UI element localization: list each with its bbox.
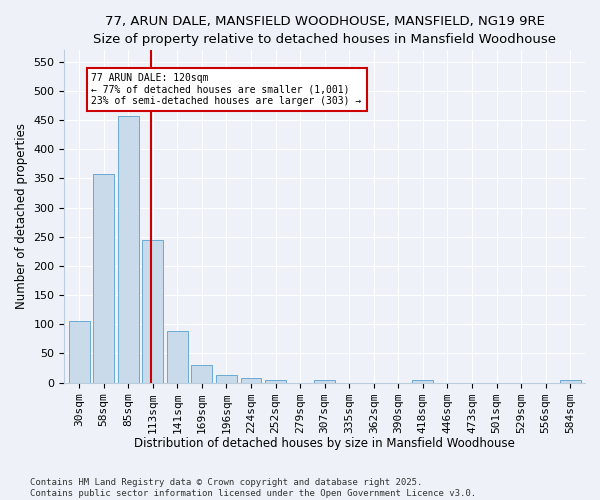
Bar [93, 174, 114, 382]
Y-axis label: Number of detached properties: Number of detached properties [15, 124, 28, 310]
Text: Contains HM Land Registry data © Crown copyright and database right 2025.
Contai: Contains HM Land Registry data © Crown c… [30, 478, 476, 498]
X-axis label: Distribution of detached houses by size in Mansfield Woodhouse: Distribution of detached houses by size … [134, 437, 515, 450]
Bar [167, 332, 188, 382]
Bar [69, 322, 89, 382]
Bar [241, 378, 262, 382]
Bar [142, 240, 163, 382]
Bar [118, 116, 139, 382]
Bar [314, 380, 335, 382]
Bar [191, 365, 212, 382]
Title: 77, ARUN DALE, MANSFIELD WOODHOUSE, MANSFIELD, NG19 9RE
Size of property relativ: 77, ARUN DALE, MANSFIELD WOODHOUSE, MANS… [93, 15, 556, 46]
Bar [265, 380, 286, 382]
Bar [560, 380, 581, 382]
Bar [216, 375, 237, 382]
Bar [412, 380, 433, 382]
Text: 77 ARUN DALE: 120sqm
← 77% of detached houses are smaller (1,001)
23% of semi-de: 77 ARUN DALE: 120sqm ← 77% of detached h… [91, 74, 362, 106]
